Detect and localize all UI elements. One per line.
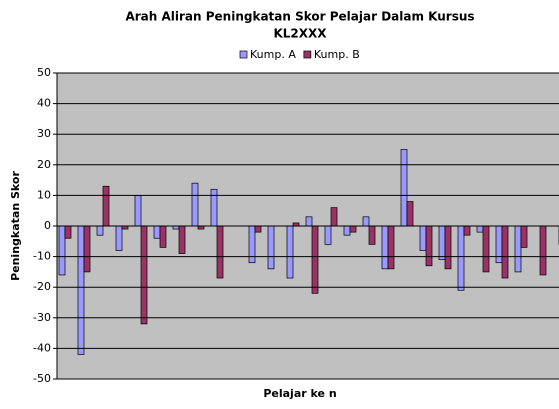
bar bbox=[77, 225, 85, 355]
legend-swatch bbox=[303, 50, 312, 59]
bar bbox=[343, 225, 351, 236]
bar bbox=[96, 225, 104, 236]
bar bbox=[153, 225, 161, 239]
y-tick-label: -30 bbox=[33, 311, 51, 324]
y-tick-label: -40 bbox=[33, 341, 51, 354]
bar bbox=[368, 225, 376, 245]
bar bbox=[425, 225, 433, 267]
bars bbox=[58, 149, 559, 355]
legend-swatch bbox=[239, 50, 248, 59]
bar bbox=[501, 225, 509, 279]
bar bbox=[64, 225, 72, 239]
bar bbox=[457, 225, 465, 291]
chart-title: Arah Aliran Peningkatan Skor Pelajar Dal… bbox=[125, 10, 474, 24]
bar bbox=[438, 225, 446, 261]
bar bbox=[115, 225, 123, 251]
bar bbox=[463, 225, 471, 236]
bar bbox=[286, 225, 294, 279]
bar bbox=[520, 225, 528, 248]
bar bbox=[387, 225, 395, 270]
bar bbox=[495, 225, 503, 264]
bar bbox=[476, 225, 484, 233]
chart-title: KL2XXX bbox=[273, 27, 327, 41]
bar bbox=[330, 207, 338, 227]
y-tick-label: 30 bbox=[37, 127, 51, 140]
bar bbox=[248, 225, 256, 264]
y-axis-label: Peningkatan Skor bbox=[9, 171, 22, 281]
bar bbox=[83, 225, 91, 273]
y-tick-label: 0 bbox=[44, 219, 51, 232]
y-tick-label: -10 bbox=[33, 250, 51, 263]
bar bbox=[58, 225, 66, 276]
bar bbox=[324, 225, 332, 245]
bar bbox=[444, 225, 452, 270]
bar bbox=[102, 185, 110, 227]
bar bbox=[178, 225, 186, 254]
x-axis-label: Pelajar ke n bbox=[263, 387, 336, 400]
bar bbox=[349, 225, 357, 233]
bar bbox=[210, 188, 218, 227]
legend-label: Kump. B bbox=[314, 48, 360, 61]
legend-label: Kump. A bbox=[250, 48, 296, 61]
bar bbox=[400, 149, 408, 227]
y-tick-label: 40 bbox=[37, 97, 51, 110]
y-tick-label: 20 bbox=[37, 158, 51, 171]
bar bbox=[254, 225, 262, 233]
bar bbox=[159, 225, 167, 248]
bar bbox=[305, 216, 313, 227]
y-tick-label: 10 bbox=[37, 188, 51, 201]
bar bbox=[140, 225, 148, 325]
bar bbox=[381, 225, 389, 270]
bar bbox=[539, 225, 547, 276]
bar bbox=[216, 225, 224, 279]
bar bbox=[406, 201, 414, 227]
y-tick-label: 50 bbox=[37, 66, 51, 79]
bar bbox=[419, 225, 427, 251]
bar bbox=[514, 225, 522, 273]
bar bbox=[482, 225, 490, 273]
y-tick-label: -20 bbox=[33, 280, 51, 293]
bar bbox=[267, 225, 275, 270]
bar bbox=[362, 216, 370, 227]
bar bbox=[134, 195, 142, 227]
bar bbox=[191, 182, 199, 227]
bar bbox=[311, 225, 319, 294]
y-tick-label: -50 bbox=[33, 372, 51, 385]
